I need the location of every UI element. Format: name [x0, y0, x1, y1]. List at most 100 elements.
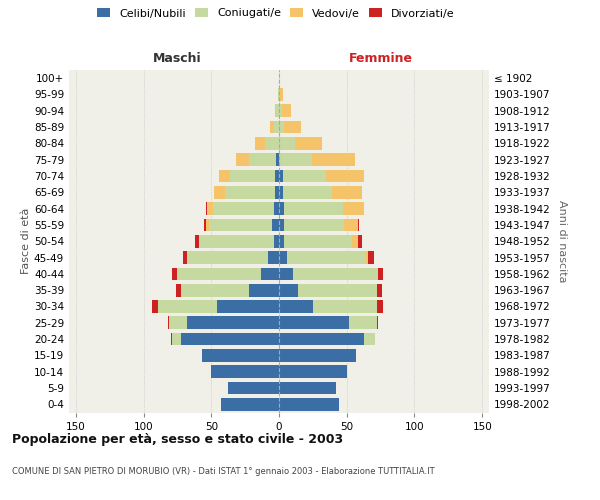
Bar — [152, 300, 158, 313]
Bar — [279, 382, 336, 394]
Bar — [358, 218, 359, 232]
Text: Popolazione per età, sesso e stato civile - 2003: Popolazione per età, sesso e stato civil… — [12, 432, 343, 446]
Bar — [254, 137, 265, 150]
Bar — [279, 202, 284, 215]
Bar — [178, 268, 262, 280]
Bar — [274, 202, 279, 215]
Bar — [181, 284, 249, 296]
Bar — [293, 268, 378, 280]
Bar — [207, 202, 212, 215]
Bar — [326, 170, 364, 182]
Bar — [313, 300, 377, 313]
Bar — [205, 218, 206, 232]
Bar — [275, 170, 279, 182]
Bar — [206, 202, 207, 215]
Bar — [279, 154, 311, 166]
Bar — [168, 316, 169, 329]
Bar — [220, 170, 230, 182]
Bar — [227, 382, 279, 394]
Bar — [279, 268, 293, 280]
Bar — [283, 186, 332, 198]
Bar — [268, 251, 279, 264]
Bar — [377, 316, 378, 329]
Bar — [332, 186, 362, 198]
Bar — [279, 120, 284, 134]
Bar — [378, 268, 383, 280]
Text: COMUNE DI SAN PIETRO DI MORUBIO (VR) - Dati ISTAT 1° gennaio 2003 - Elaborazione: COMUNE DI SAN PIETRO DI MORUBIO (VR) - D… — [12, 468, 434, 476]
Bar — [275, 104, 276, 117]
Legend: Celibi/Nubili, Coniugati/e, Vedovi/e, Divorziati/e: Celibi/Nubili, Coniugati/e, Vedovi/e, Di… — [97, 8, 455, 18]
Bar — [221, 398, 279, 410]
Bar — [183, 251, 187, 264]
Bar — [283, 170, 326, 182]
Bar — [262, 268, 279, 280]
Bar — [274, 235, 279, 248]
Bar — [172, 332, 181, 345]
Bar — [279, 316, 349, 329]
Bar — [274, 120, 279, 134]
Bar — [209, 218, 272, 232]
Bar — [298, 284, 377, 296]
Bar — [199, 235, 274, 248]
Bar — [279, 137, 295, 150]
Bar — [364, 332, 375, 345]
Bar — [368, 251, 374, 264]
Bar — [279, 88, 280, 101]
Bar — [295, 137, 322, 150]
Bar — [352, 235, 358, 248]
Bar — [279, 251, 287, 264]
Bar — [276, 154, 279, 166]
Text: Maschi: Maschi — [153, 52, 202, 65]
Bar — [349, 316, 377, 329]
Bar — [249, 284, 279, 296]
Bar — [282, 104, 291, 117]
Bar — [202, 349, 279, 362]
Bar — [169, 316, 187, 329]
Bar — [269, 120, 274, 134]
Bar — [214, 186, 225, 198]
Bar — [279, 349, 356, 362]
Y-axis label: Anni di nascita: Anni di nascita — [557, 200, 567, 282]
Bar — [284, 235, 352, 248]
Bar — [343, 202, 364, 215]
Bar — [217, 300, 279, 313]
Bar — [181, 332, 279, 345]
Bar — [170, 332, 172, 345]
Bar — [276, 104, 279, 117]
Bar — [272, 218, 279, 232]
Bar — [212, 202, 274, 215]
Bar — [279, 218, 284, 232]
Bar — [377, 284, 382, 296]
Bar — [249, 154, 276, 166]
Bar — [280, 88, 283, 101]
Bar — [279, 284, 298, 296]
Text: Femmine: Femmine — [349, 52, 413, 65]
Bar — [279, 170, 283, 182]
Bar — [279, 104, 282, 117]
Y-axis label: Fasce di età: Fasce di età — [21, 208, 31, 274]
Bar — [195, 235, 199, 248]
Bar — [158, 300, 217, 313]
Bar — [366, 251, 368, 264]
Bar — [187, 316, 279, 329]
Bar — [344, 218, 358, 232]
Bar — [358, 235, 362, 248]
Bar — [278, 88, 279, 101]
Bar — [279, 398, 338, 410]
Bar — [225, 186, 275, 198]
Bar — [206, 218, 209, 232]
Bar — [176, 284, 181, 296]
Bar — [377, 300, 383, 313]
Bar — [230, 170, 275, 182]
Bar — [187, 251, 268, 264]
Bar — [284, 202, 343, 215]
Bar — [265, 137, 279, 150]
Bar — [279, 300, 313, 313]
Bar — [284, 218, 344, 232]
Bar — [287, 251, 366, 264]
Bar — [172, 268, 178, 280]
Bar — [279, 235, 284, 248]
Bar — [275, 186, 279, 198]
Bar — [279, 332, 364, 345]
Bar — [311, 154, 355, 166]
